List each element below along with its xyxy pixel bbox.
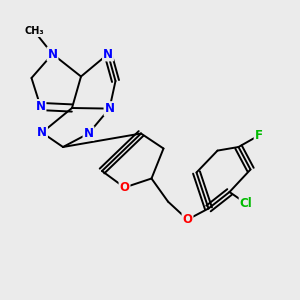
Text: Cl: Cl [240,197,252,210]
Text: N: N [83,127,94,140]
Text: F: F [255,129,262,142]
Text: O: O [182,213,193,226]
Text: N: N [47,47,58,61]
Text: N: N [35,100,46,113]
Text: O: O [119,181,130,194]
Text: CH₃: CH₃ [25,26,44,37]
Text: N: N [104,102,115,115]
Text: N: N [37,126,47,139]
Text: N: N [103,47,113,61]
